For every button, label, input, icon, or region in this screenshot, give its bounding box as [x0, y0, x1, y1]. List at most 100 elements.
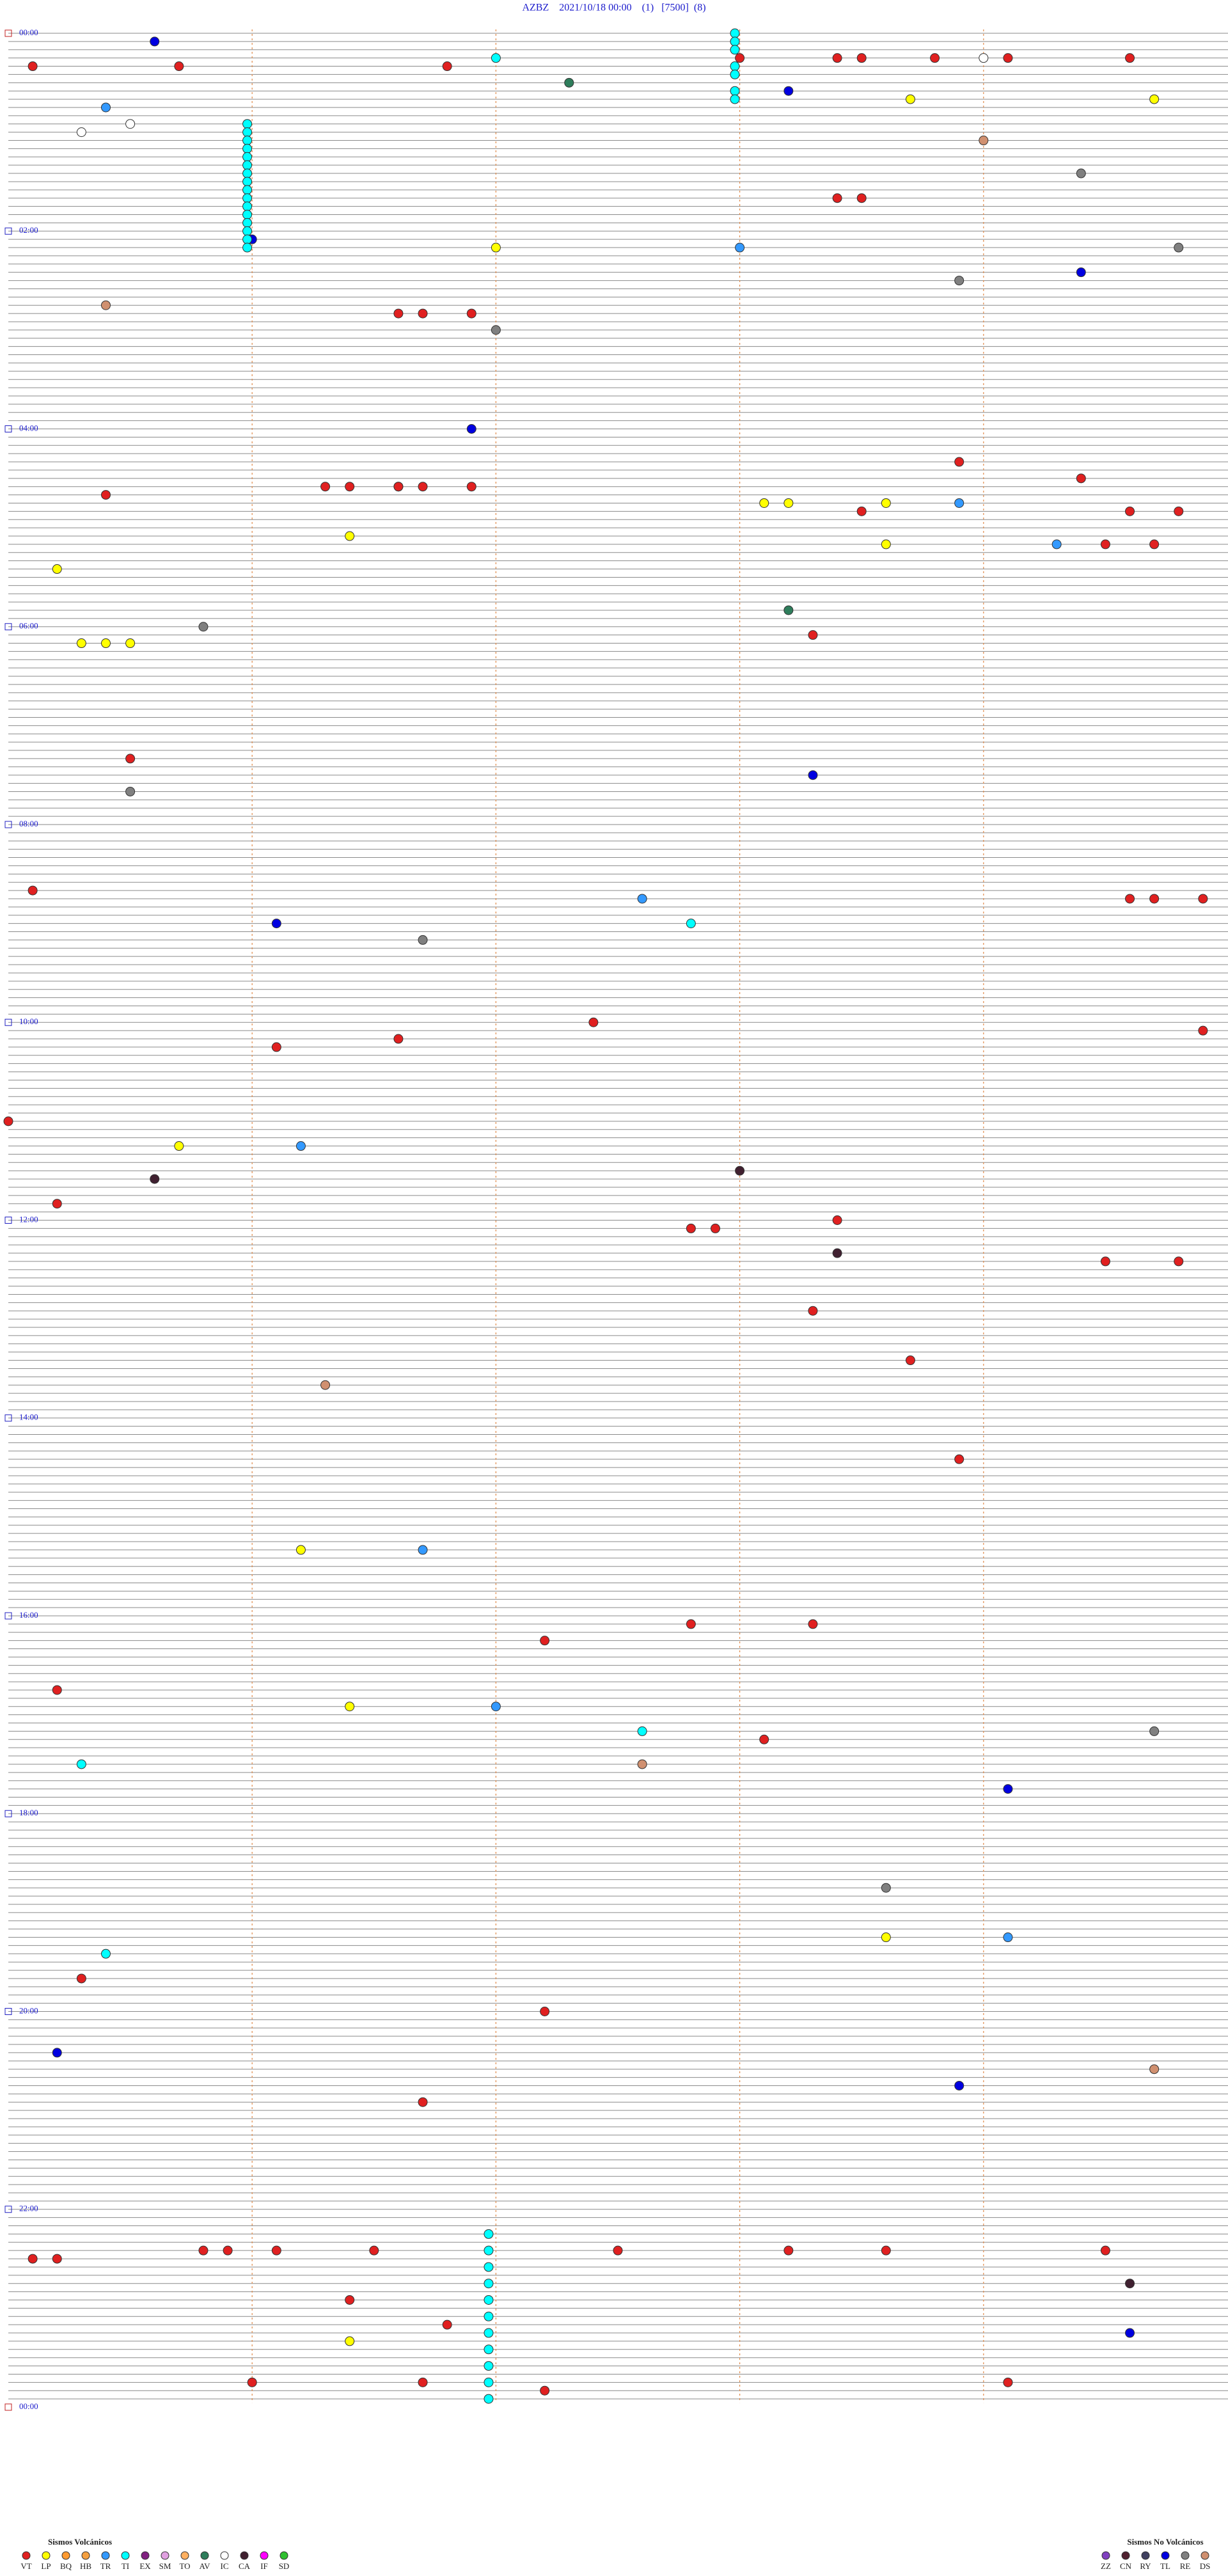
event: [484, 2279, 494, 2289]
event: [954, 2080, 964, 2090]
event: [418, 2097, 428, 2107]
legend-code: TI: [122, 2561, 129, 2571]
event: [832, 193, 842, 203]
legend-code: DS: [1200, 2561, 1211, 2571]
event: [783, 2245, 794, 2256]
legend-swatch: [240, 2551, 249, 2560]
event: [856, 53, 867, 63]
event: [369, 2245, 379, 2256]
event: [564, 77, 574, 88]
event: [832, 1215, 842, 1225]
event: [174, 1141, 184, 1151]
legend-swatch: [101, 2551, 110, 2560]
event: [783, 605, 794, 615]
hour-label: 10:00: [19, 1016, 38, 1026]
event: [808, 1619, 818, 1629]
event: [100, 102, 111, 113]
event: [345, 2295, 355, 2305]
event: [442, 61, 452, 72]
event: [1003, 1932, 1013, 1943]
event: [1149, 2064, 1160, 2074]
event: [466, 424, 476, 434]
event: [295, 1141, 306, 1151]
legend-code: EX: [139, 2561, 151, 2571]
event: [1125, 2328, 1135, 2338]
event: [484, 2344, 494, 2355]
hour-label: 22:00: [19, 2204, 38, 2213]
event: [588, 1017, 599, 1027]
event: [393, 308, 404, 319]
event: [954, 498, 964, 508]
legend-swatch: [200, 2551, 209, 2560]
event: [1003, 1784, 1013, 1794]
legend-swatch: [42, 2551, 51, 2560]
event: [484, 2394, 494, 2404]
event: [242, 168, 253, 178]
event: [491, 325, 501, 335]
event: [271, 2245, 281, 2256]
event: [76, 1759, 86, 1769]
event: [1076, 473, 1086, 484]
event: [125, 119, 136, 129]
event: [540, 2385, 550, 2396]
event: [686, 919, 696, 929]
event: [28, 885, 38, 896]
event: [125, 786, 136, 796]
hour-label: 08:00: [19, 819, 38, 828]
hour-marker: [4, 1612, 12, 1620]
event: [484, 2295, 494, 2305]
event: [1198, 894, 1208, 904]
event: [418, 482, 428, 492]
event: [808, 1306, 818, 1316]
event: [242, 160, 253, 170]
hour-label: 00:00: [19, 2401, 38, 2411]
hour-label: 06:00: [19, 621, 38, 631]
event: [242, 234, 253, 244]
hour-marker: [4, 2206, 12, 2213]
event: [28, 2254, 38, 2264]
event: [1100, 539, 1110, 549]
hour-marker: [4, 623, 12, 631]
legend-swatch: [1200, 2551, 1209, 2560]
event: [28, 61, 38, 72]
event: [710, 1223, 720, 1233]
event: [320, 1380, 331, 1390]
event: [242, 177, 253, 187]
legend-code: IF: [260, 2561, 268, 2571]
events: [3, 28, 1208, 2404]
event: [613, 2245, 623, 2256]
event: [393, 1034, 404, 1044]
event: [242, 242, 253, 253]
event: [242, 127, 253, 138]
event: [345, 482, 355, 492]
event: [100, 638, 111, 649]
event: [3, 1116, 13, 1126]
event: [881, 498, 891, 508]
legend-swatch: [1141, 2551, 1150, 2560]
event: [1125, 894, 1135, 904]
event: [1051, 539, 1062, 549]
hour-marker: [4, 2008, 12, 2015]
legend-code: RE: [1180, 2561, 1191, 2571]
legend-code: SM: [159, 2561, 171, 2571]
event: [442, 2319, 452, 2330]
event: [881, 2245, 891, 2256]
event: [637, 1759, 647, 1769]
legend-code: RY: [1140, 2561, 1151, 2571]
event: [881, 1883, 891, 1893]
event: [1125, 506, 1135, 516]
event: [954, 276, 964, 286]
event: [1149, 894, 1160, 904]
event: [174, 61, 184, 72]
event: [1003, 53, 1013, 63]
event: [1174, 242, 1184, 253]
legend-swatch: [81, 2551, 90, 2560]
hour-label: 18:00: [19, 1808, 38, 1817]
event: [832, 1248, 842, 1258]
legend-swatch: [1181, 2551, 1190, 2560]
legend-code: BQ: [60, 2561, 72, 2571]
event: [954, 457, 964, 467]
hour-label: 00:00: [19, 28, 38, 37]
event: [242, 185, 253, 195]
